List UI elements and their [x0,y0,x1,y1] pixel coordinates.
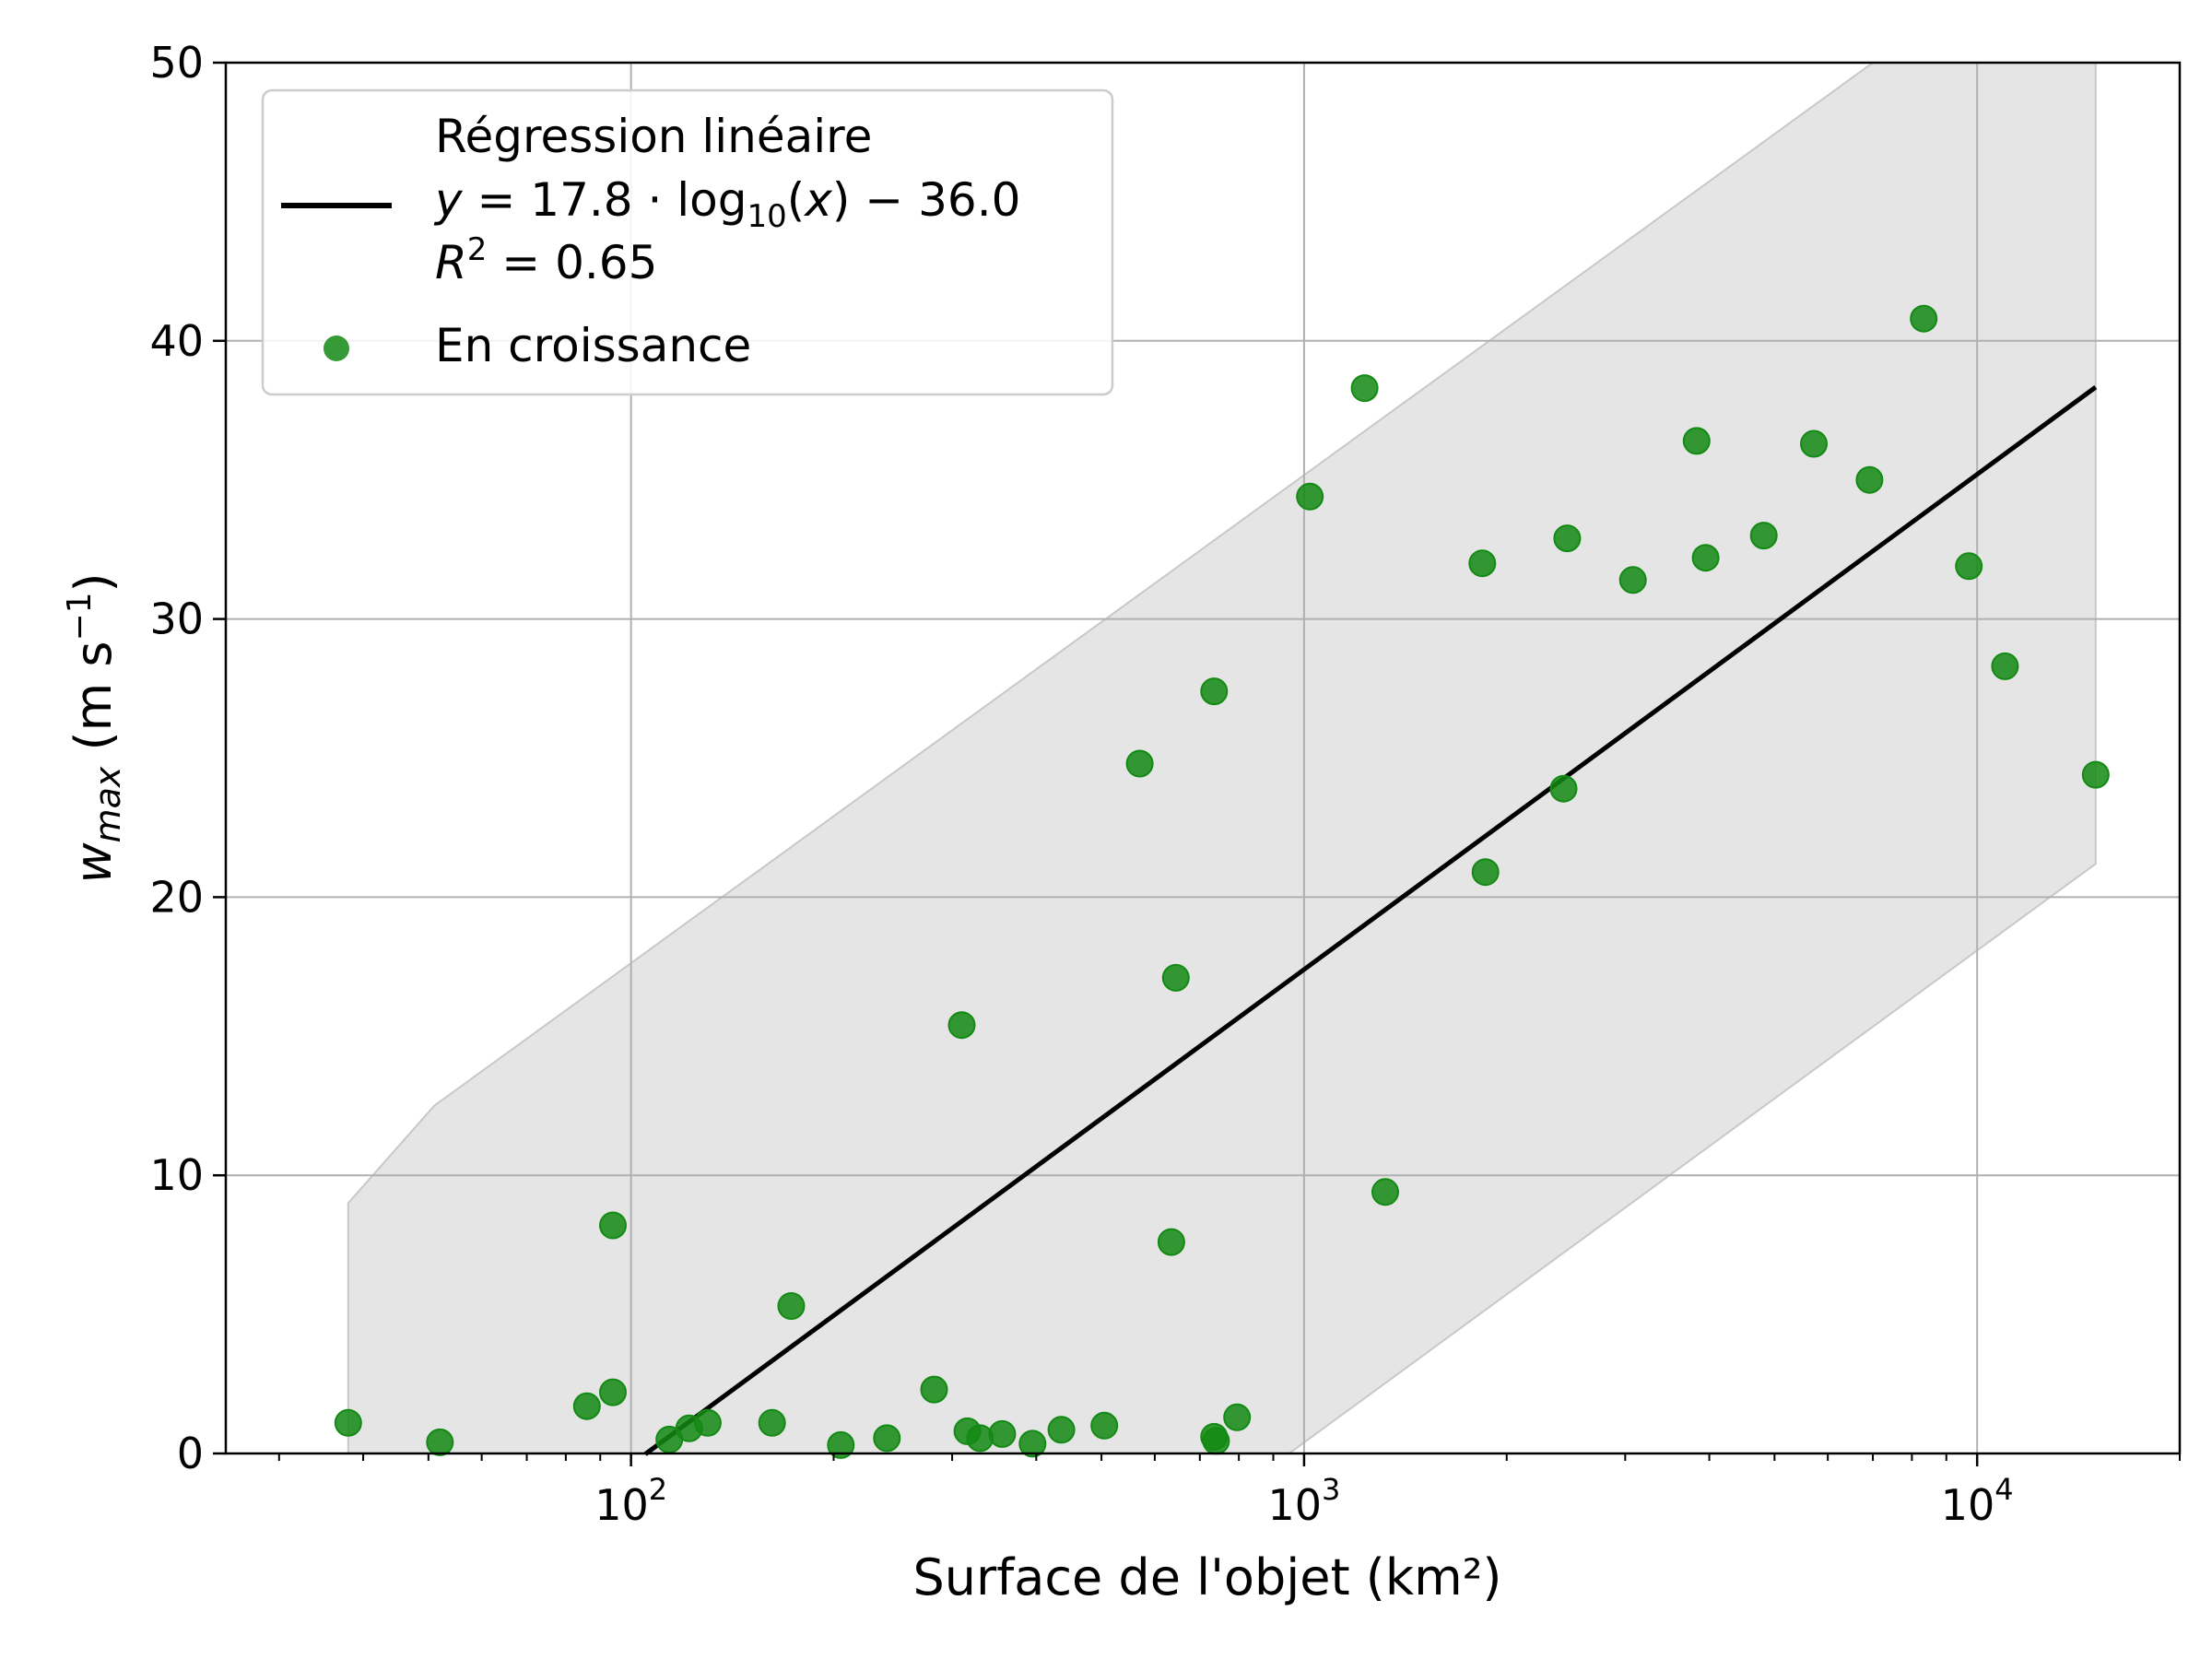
data-point-32 [1549,774,1578,803]
data-point-8 [758,1408,786,1437]
data-point-20 [1125,749,1154,778]
data-point-4 [599,1378,627,1406]
legend: Régression linéaire y = 17.8 · log10(x) … [261,88,1114,396]
data-point-36 [1691,544,1720,572]
data-point-22 [1161,963,1190,992]
data-point-25 [1202,1427,1230,1455]
data-point-10 [827,1430,855,1459]
data-point-11 [873,1424,901,1453]
data-point-18 [1047,1416,1076,1444]
y-axis-label: wmax (m s−1) [61,572,128,883]
regression-line [643,385,2098,1456]
data-point-1 [426,1428,454,1456]
y-tick-label-30: 30 [149,594,204,644]
data-point-38 [1800,429,1828,458]
data-point-7 [693,1408,722,1437]
data-point-42 [1991,652,2019,680]
y-tick-label-40: 40 [149,316,204,366]
data-point-3 [599,1211,627,1240]
x-tick-label-1000: 103 [1267,1472,1340,1530]
data-point-16 [988,1419,1017,1448]
x-tick-label-10000: 104 [1941,1472,2014,1530]
y-tick-layer [213,61,226,1455]
data-point-30 [1468,549,1497,578]
data-point-26 [1223,1403,1252,1431]
legend-regression-title: Régression linéaire [435,110,872,163]
legend-box [261,88,1114,396]
data-point-28 [1350,374,1379,403]
legend-regression-equation: y = 17.8 · log10(x) − 36.0 [433,173,1020,235]
data-point-0 [334,1408,362,1437]
data-point-27 [1296,482,1324,511]
y-tick-label-50: 50 [149,38,204,88]
data-point-12 [920,1375,948,1404]
data-point-39 [1855,465,1884,494]
regression-layer [643,385,2098,1456]
y-tick-label-10: 10 [149,1150,204,1200]
legend-scatter-label: En croissance [435,319,751,372]
x-axis-label: Surface de l'objet (km²) [913,1548,1502,1606]
data-point-31 [1471,858,1500,887]
plot-frame [224,61,2182,1455]
legend-scatter-marker [324,335,349,361]
data-point-9 [777,1292,806,1320]
data-point-21 [1157,1228,1185,1256]
x-tick-layer [277,1453,2181,1466]
data-point-34 [1618,566,1647,594]
data-point-19 [1090,1411,1119,1440]
points-layer [334,304,2110,1459]
data-point-29 [1371,1178,1399,1206]
data-point-37 [1749,522,1778,550]
legend-r-squared: R2 = 0.65 [435,231,657,289]
data-point-2 [572,1392,601,1420]
data-point-13 [947,1011,976,1040]
data-point-41 [1955,552,1983,581]
data-point-43 [2081,760,2110,789]
data-point-35 [1682,427,1711,455]
data-point-40 [1910,304,1938,333]
x-tick-label-100: 102 [594,1472,667,1530]
data-point-23 [1200,677,1229,706]
y-tick-label-20: 20 [149,872,204,922]
y-tick-label-0: 0 [177,1429,204,1478]
data-point-17 [1018,1430,1047,1458]
data-point-33 [1553,524,1582,553]
